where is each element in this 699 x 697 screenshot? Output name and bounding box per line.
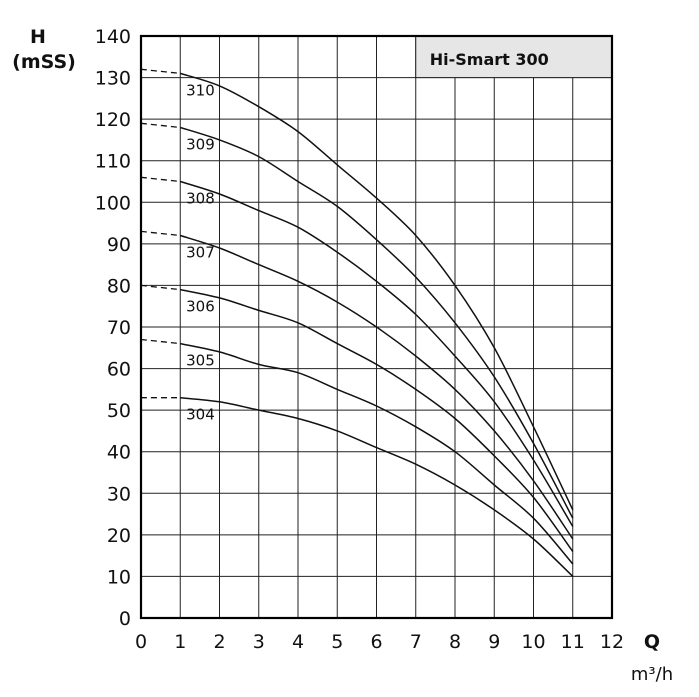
chart-title-background bbox=[415, 35, 613, 79]
x-tick-label: 0 bbox=[135, 631, 147, 653]
y-tick-label: 0 bbox=[119, 608, 131, 630]
curve-label-304: 304 bbox=[186, 406, 215, 424]
curve-305-startup bbox=[140, 338, 181, 345]
title-box: Hi-Smart 300 bbox=[415, 35, 613, 79]
x-tick-label: 11 bbox=[561, 631, 585, 653]
y-tick-label: 130 bbox=[95, 68, 131, 90]
curve-306 bbox=[180, 288, 574, 552]
y-tick-label: 70 bbox=[107, 317, 131, 339]
curve-labels: 310 309 308 307 306 305 304 bbox=[186, 81, 215, 423]
curve-label-309: 309 bbox=[186, 135, 215, 153]
y-tick-label: 50 bbox=[107, 400, 131, 422]
x-tick-label: 8 bbox=[449, 631, 461, 653]
x-tick-label: 5 bbox=[331, 631, 343, 653]
y-tick-label: 10 bbox=[107, 566, 131, 588]
y-tick-label: 90 bbox=[107, 234, 131, 256]
curve-label-307: 307 bbox=[186, 244, 215, 262]
y-tick-label: 20 bbox=[107, 525, 131, 547]
y-tick-label: 80 bbox=[107, 275, 131, 297]
y-tick-label: 140 bbox=[95, 26, 131, 48]
curve-label-305: 305 bbox=[186, 352, 215, 370]
curve-308 bbox=[180, 180, 574, 527]
curve-label-308: 308 bbox=[186, 190, 215, 208]
x-tick-label: 1 bbox=[174, 631, 186, 653]
curve-305 bbox=[180, 342, 574, 565]
curve-307 bbox=[180, 234, 574, 540]
curve-309-startup bbox=[140, 122, 181, 129]
y-tick-label: 100 bbox=[95, 192, 131, 214]
curve-label-306: 306 bbox=[186, 298, 215, 316]
y-tick-label: 60 bbox=[107, 359, 131, 381]
plot-border bbox=[139, 34, 614, 620]
x-axis-unit: m³/h bbox=[631, 664, 673, 685]
curve-310-startup bbox=[140, 68, 181, 75]
curve-307-startup bbox=[140, 230, 181, 237]
curve-308-startup bbox=[140, 176, 181, 183]
curve-304 bbox=[180, 396, 574, 577]
curve-306-startup bbox=[140, 284, 181, 291]
x-tick-label: 3 bbox=[253, 631, 265, 653]
curve-309 bbox=[180, 126, 574, 519]
x-axis-title: Q bbox=[644, 631, 660, 653]
curve-310 bbox=[180, 72, 574, 511]
y-tick-label: 40 bbox=[107, 442, 131, 464]
y-tick-label: 120 bbox=[95, 109, 131, 131]
y-axis-title: H bbox=[30, 26, 46, 48]
chart-title: Hi-Smart 300 bbox=[430, 50, 549, 69]
x-tick-label: 4 bbox=[292, 631, 304, 653]
y-axis-unit: (mSS) bbox=[12, 51, 76, 73]
x-tick-label: 9 bbox=[488, 631, 500, 653]
y-tick-label: 110 bbox=[95, 151, 131, 173]
performance-curves bbox=[140, 68, 574, 577]
y-tick-label: 30 bbox=[107, 483, 131, 505]
curve-label-310: 310 bbox=[186, 81, 215, 99]
x-tick-labels: 0 1 2 3 4 5 6 7 8 9 10 11 12 bbox=[135, 631, 624, 653]
x-tick-label: 12 bbox=[600, 631, 624, 653]
x-tick-label: 10 bbox=[521, 631, 545, 653]
x-tick-label: 2 bbox=[213, 631, 225, 653]
x-tick-label: 7 bbox=[410, 631, 422, 653]
x-tick-label: 6 bbox=[370, 631, 382, 653]
y-tick-labels: 0 10 20 30 40 50 60 70 80 90 100 110 120 130 140 bbox=[95, 26, 131, 630]
plot-frame bbox=[139, 34, 614, 620]
